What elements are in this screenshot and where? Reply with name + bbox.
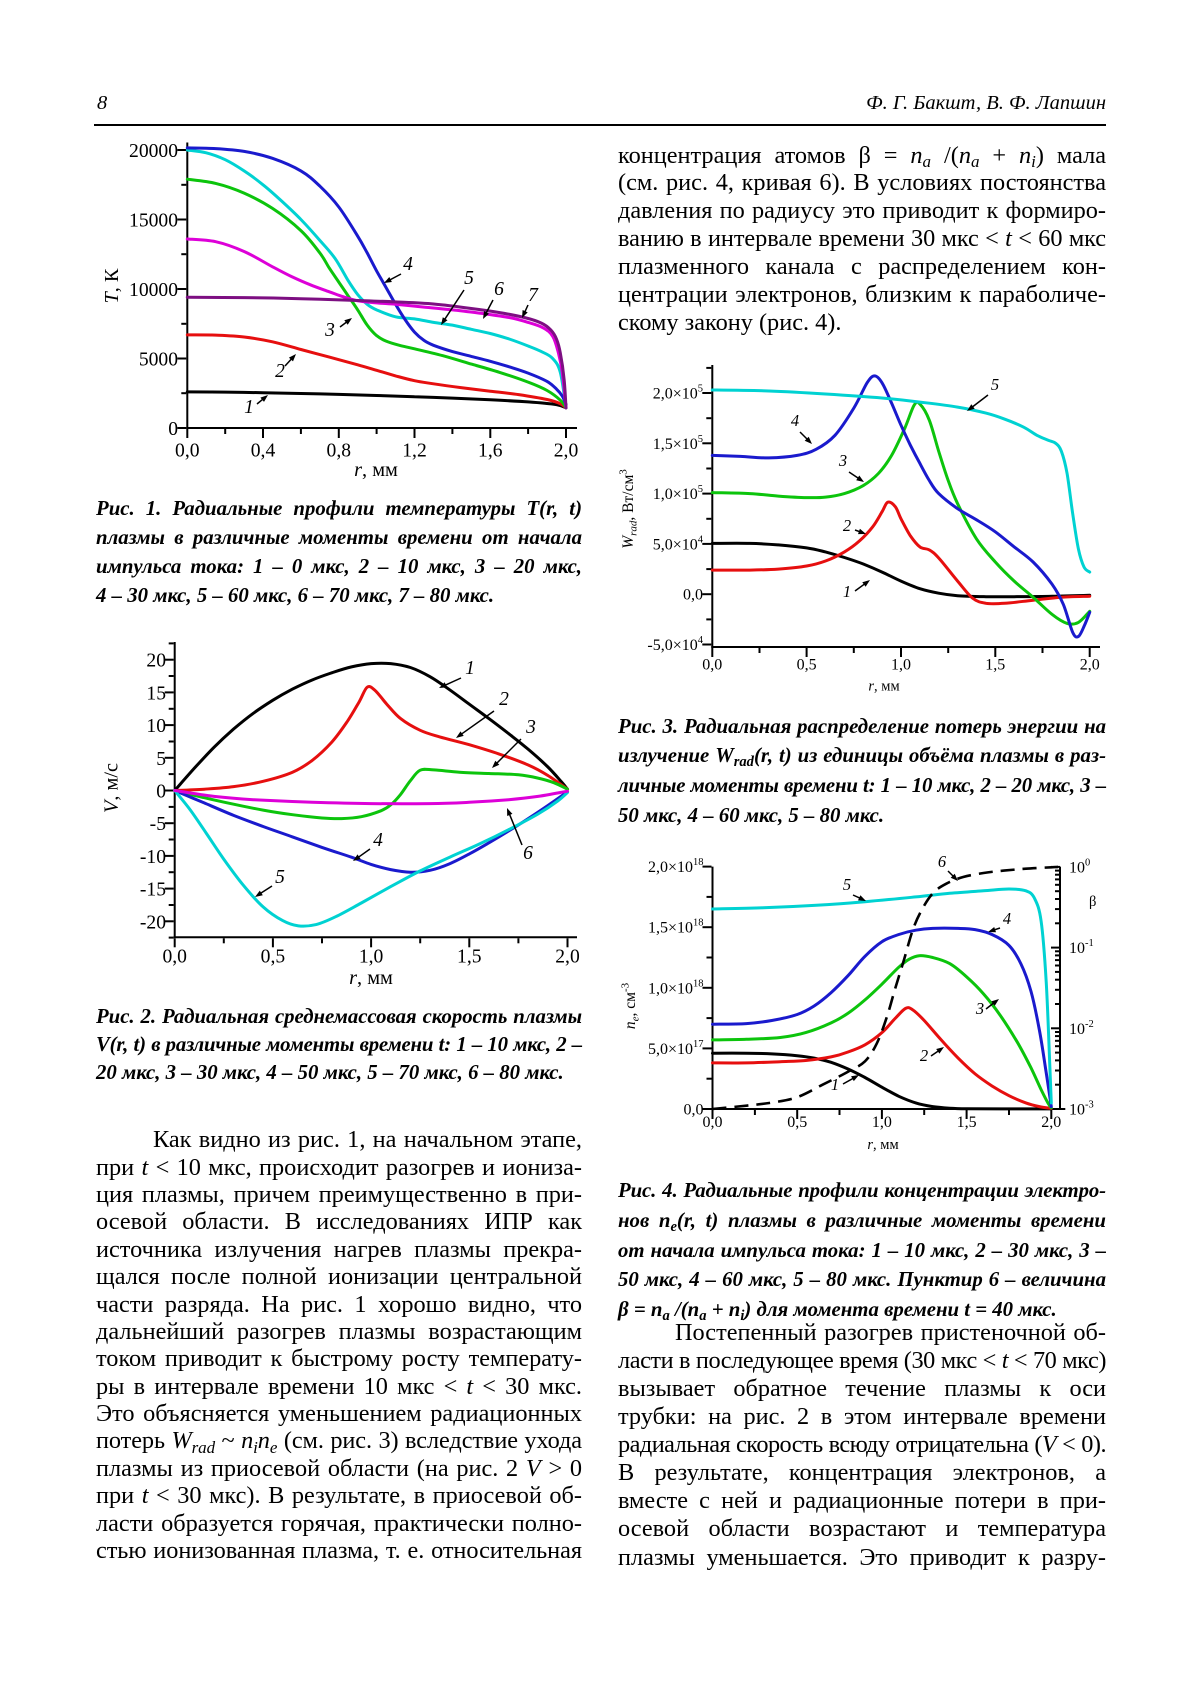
svg-text:β: β — [1089, 894, 1096, 910]
svg-text:2,0×1018: 2,0×1018 — [648, 857, 704, 876]
svg-text:0,0: 0,0 — [703, 1114, 723, 1131]
svg-text:-20: -20 — [140, 912, 166, 933]
svg-text:0,5: 0,5 — [787, 1114, 807, 1131]
svg-text:2: 2 — [499, 689, 509, 710]
svg-text:1,0: 1,0 — [359, 947, 384, 968]
svg-text:20: 20 — [146, 651, 166, 672]
svg-text:0: 0 — [168, 419, 178, 440]
svg-text:r, мм: r, мм — [867, 1137, 898, 1153]
svg-text:1: 1 — [244, 397, 254, 418]
svg-text:2,0: 2,0 — [1080, 656, 1100, 673]
svg-text:4: 4 — [1003, 909, 1011, 928]
svg-text:-15: -15 — [140, 880, 166, 901]
svg-text:6: 6 — [523, 843, 533, 864]
svg-text:3: 3 — [838, 451, 847, 470]
svg-text:10-3: 10-3 — [1069, 1100, 1094, 1119]
svg-text:0,0: 0,0 — [683, 587, 703, 604]
svg-text:r, мм: r, мм — [349, 967, 393, 989]
svg-text:2: 2 — [275, 361, 285, 382]
svg-text:3: 3 — [324, 320, 335, 341]
svg-text:1,0: 1,0 — [872, 1114, 892, 1131]
svg-text:1: 1 — [831, 1075, 839, 1094]
svg-text:5,0×104: 5,0×104 — [653, 534, 704, 553]
svg-text:5: 5 — [991, 375, 999, 394]
svg-text:4: 4 — [791, 411, 799, 430]
svg-text:-5,0×104: -5,0×104 — [647, 635, 703, 654]
svg-text:2: 2 — [843, 516, 851, 535]
svg-text:5000: 5000 — [139, 350, 178, 371]
svg-text:ne, см-3: ne, см-3 — [620, 982, 642, 1029]
svg-text:5: 5 — [464, 268, 474, 289]
svg-text:Wrad, Вт/см3: Wrad, Вт/см3 — [618, 469, 640, 549]
svg-text:10000: 10000 — [129, 280, 178, 301]
svg-text:r, мм: r, мм — [354, 459, 398, 481]
svg-text:1,5: 1,5 — [957, 1114, 977, 1131]
svg-text:1: 1 — [465, 658, 475, 679]
svg-text:2,0×105: 2,0×105 — [653, 384, 703, 403]
svg-text:4: 4 — [373, 830, 383, 851]
svg-text:7: 7 — [528, 285, 539, 306]
svg-text:1,5: 1,5 — [457, 947, 482, 968]
svg-text:V, м/с: V, м/с — [101, 763, 123, 813]
svg-text:10-1: 10-1 — [1069, 938, 1094, 957]
svg-text:0: 0 — [156, 782, 166, 803]
svg-text:T, К: T, К — [101, 268, 123, 303]
svg-text:2,0: 2,0 — [1041, 1114, 1061, 1131]
svg-text:0,0: 0,0 — [162, 947, 187, 968]
svg-text:1,0×105: 1,0×105 — [653, 484, 703, 503]
svg-text:-5: -5 — [150, 814, 167, 835]
svg-text:0,0: 0,0 — [175, 440, 200, 461]
svg-text:1,2: 1,2 — [402, 440, 427, 461]
svg-text:1: 1 — [843, 582, 851, 601]
svg-text:6: 6 — [494, 279, 504, 300]
svg-text:0,0: 0,0 — [684, 1102, 704, 1119]
svg-text:0,5: 0,5 — [797, 656, 817, 673]
svg-text:r, мм: r, мм — [868, 679, 899, 695]
svg-text:5: 5 — [843, 875, 851, 894]
svg-text:2: 2 — [920, 1046, 928, 1065]
svg-text:20000: 20000 — [129, 141, 178, 162]
svg-text:4: 4 — [403, 254, 413, 275]
svg-text:0,5: 0,5 — [261, 947, 286, 968]
svg-text:10: 10 — [146, 716, 166, 737]
svg-text:6: 6 — [938, 852, 947, 871]
svg-text:3: 3 — [975, 999, 984, 1018]
svg-text:5: 5 — [275, 867, 285, 888]
svg-text:1,5×105: 1,5×105 — [653, 434, 703, 453]
svg-text:100: 100 — [1069, 857, 1090, 876]
svg-text:2,0: 2,0 — [555, 947, 580, 968]
svg-text:1,0: 1,0 — [891, 656, 911, 673]
svg-text:1,5×1018: 1,5×1018 — [648, 918, 704, 937]
svg-text:3: 3 — [525, 717, 536, 738]
svg-text:15: 15 — [146, 683, 166, 704]
svg-text:10-2: 10-2 — [1069, 1019, 1094, 1038]
svg-text:0,0: 0,0 — [702, 656, 722, 673]
svg-text:0,8: 0,8 — [327, 440, 352, 461]
svg-text:1,6: 1,6 — [478, 440, 503, 461]
svg-text:-10: -10 — [140, 847, 166, 868]
svg-text:15000: 15000 — [129, 211, 178, 232]
svg-text:2,0: 2,0 — [554, 440, 579, 461]
svg-text:5,0×1017: 5,0×1017 — [648, 1039, 704, 1058]
svg-text:5: 5 — [156, 749, 166, 770]
svg-text:1,5: 1,5 — [985, 656, 1005, 673]
svg-text:1,0×1018: 1,0×1018 — [648, 978, 704, 997]
svg-text:0,4: 0,4 — [251, 440, 276, 461]
